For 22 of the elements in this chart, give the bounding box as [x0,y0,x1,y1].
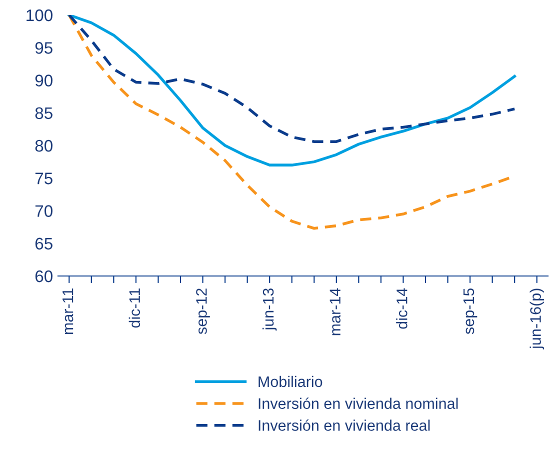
y-tick-label: 100 [26,9,52,22]
x-tick-label: sep-15 [463,288,478,334]
legend-label: Inversión en vivienda nominal [258,398,458,409]
x-tick-label: sep-12 [196,288,210,334]
y-tick-label: 95 [35,42,52,54]
x-tick-label: jun-16(p) [530,288,544,350]
legend-label: Mobiliario [258,376,322,388]
x-tick-label: dic-11 [128,288,140,328]
x-tick-label: jun-13 [262,288,277,331]
legend-label: Inversión en vivienda real [258,419,430,431]
line-series [68,15,516,143]
y-tick-label: 85 [35,107,52,120]
y-tick-label: 65 [35,238,52,250]
y-tick-label: 70 [35,205,52,217]
line-series [68,15,516,166]
y-tick-label: 90 [35,74,52,86]
x-tick-label: mar-11 [62,288,74,334]
x-tick-label: dic-14 [396,288,408,329]
y-tick-label: 75 [35,172,52,184]
y-tick-label: 80 [35,140,52,152]
y-tick-label: 60 [35,270,52,282]
x-tick-label: mar-14 [330,288,341,336]
